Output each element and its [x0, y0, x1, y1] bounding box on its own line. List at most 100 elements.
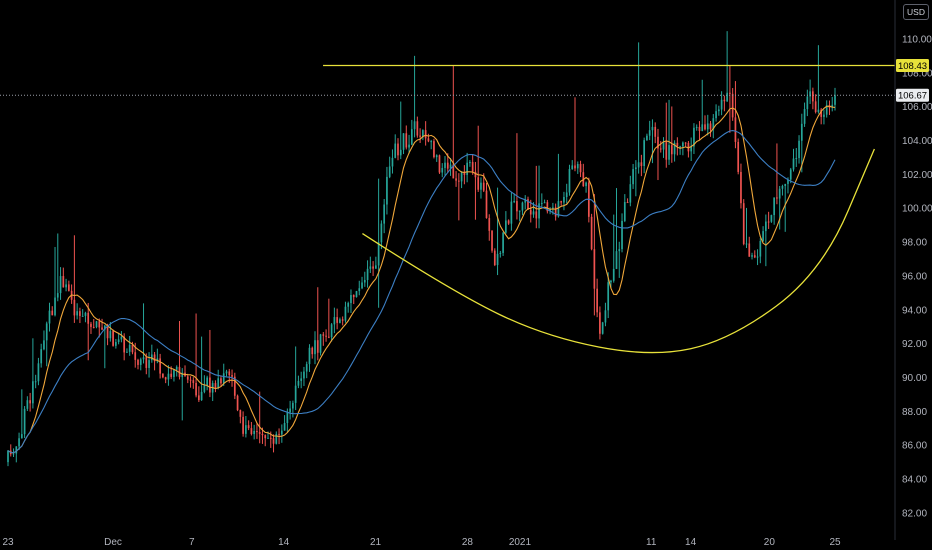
candle-body [228, 371, 231, 376]
candle-body [651, 126, 654, 131]
candle [311, 346, 314, 359]
candle [704, 115, 706, 131]
candle-body [510, 201, 513, 224]
candle [366, 260, 369, 288]
candle-body [601, 322, 604, 334]
time-tick-label: 20 [764, 537, 776, 548]
time-tick-label: 14 [278, 537, 290, 548]
candle-body [347, 303, 350, 307]
candle-body [679, 146, 681, 148]
candle [576, 161, 579, 174]
candle-body [62, 276, 65, 288]
candle [283, 415, 286, 431]
candle-body [280, 430, 283, 435]
candle-body [684, 142, 687, 144]
candle [427, 133, 430, 143]
candle-body [167, 373, 170, 380]
candle [712, 114, 715, 139]
candle [659, 141, 662, 153]
candle-body [704, 124, 706, 130]
candle [632, 163, 634, 189]
candle [275, 431, 278, 445]
candle [510, 192, 513, 231]
candle [521, 201, 524, 216]
candle [773, 197, 776, 225]
candle [690, 137, 693, 162]
candle [759, 238, 762, 264]
candle-body [145, 357, 148, 368]
candle [596, 278, 598, 318]
candle-body [405, 133, 408, 148]
candle [391, 149, 394, 174]
candle-body [712, 118, 715, 130]
candle-body [123, 336, 126, 353]
candle [220, 375, 222, 387]
candle [410, 119, 413, 146]
candle-body [361, 282, 363, 289]
candle [776, 143, 778, 205]
candle [612, 214, 615, 283]
candle-body [695, 126, 698, 128]
candle [505, 211, 507, 234]
candle-body [236, 395, 239, 411]
candle [209, 329, 211, 398]
candle [59, 267, 62, 300]
candle [344, 301, 347, 323]
candle-body [65, 284, 67, 288]
candle [648, 120, 651, 141]
candle-body [748, 243, 751, 257]
rounding-bottom-arc[interactable] [362, 148, 875, 354]
candle [413, 55, 416, 138]
candle-body [416, 121, 419, 136]
candle [554, 203, 557, 221]
candle-body [92, 326, 95, 328]
candle [496, 187, 499, 276]
candle [289, 400, 291, 420]
candle [637, 42, 640, 174]
candle-body [646, 135, 648, 141]
candle [623, 194, 626, 223]
candle-body [568, 169, 571, 193]
candle-body [98, 321, 101, 328]
candle-body [820, 109, 823, 117]
candle-body [264, 435, 267, 439]
candle-body [408, 144, 410, 148]
candle [753, 250, 756, 259]
candle [706, 114, 709, 136]
candle-body [474, 171, 477, 178]
currency-selector-button[interactable]: USD [903, 4, 929, 20]
candle-body [457, 180, 460, 182]
candle-body [278, 433, 280, 435]
candle-body [446, 162, 449, 169]
candle [695, 124, 698, 131]
candle [430, 139, 433, 150]
candle-body [496, 253, 499, 266]
candle [726, 31, 728, 103]
candle-body [23, 408, 26, 435]
candle [126, 348, 128, 353]
candle [488, 214, 491, 241]
candle-body [715, 111, 717, 119]
candle-body [90, 323, 92, 327]
candle-body [18, 438, 20, 447]
price-axis[interactable]: 82.00 84.00 86.00 88.00 90.00 92.00 94.00 96.00… [902, 34, 932, 519]
candle [81, 309, 84, 317]
candle [327, 298, 330, 339]
candle [34, 374, 37, 389]
candle-body [153, 354, 156, 362]
candle-body [87, 312, 90, 324]
candle [717, 105, 720, 116]
candle-body [734, 117, 737, 142]
last-price-tag-box [896, 88, 929, 102]
candle [574, 97, 576, 172]
time-axis[interactable]: 23 Dec 7 14 21 28 2021 11 14 20 25 [2, 537, 841, 548]
candle [76, 303, 79, 320]
candle-body [239, 410, 242, 417]
candle [670, 106, 673, 163]
candle [361, 276, 363, 290]
candle-body [413, 121, 416, 130]
candles-layer [7, 31, 836, 467]
candle [402, 133, 405, 155]
candle-body [269, 437, 272, 439]
